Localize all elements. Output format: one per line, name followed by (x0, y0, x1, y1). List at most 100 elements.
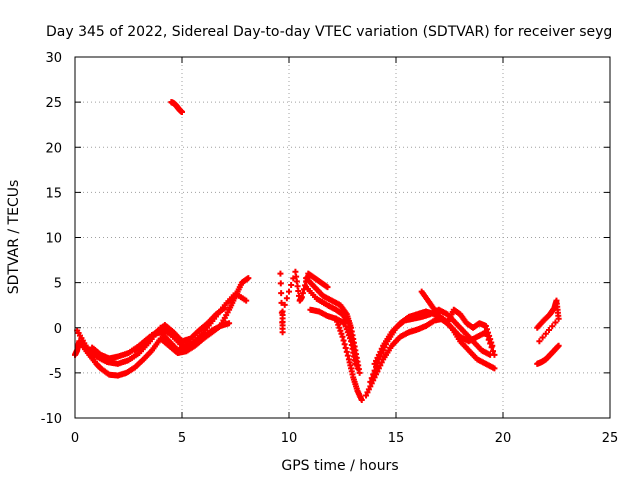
data-point (490, 348, 497, 355)
data-point (278, 290, 285, 297)
series-s10 (333, 315, 365, 403)
data-point (378, 345, 385, 352)
x-axis-title: GPS time / hours (281, 458, 398, 474)
y-tick-labels: -10 -5 0 5 10 15 20 25 30 (41, 51, 62, 427)
data-point (179, 109, 185, 116)
series-s15 (534, 342, 562, 367)
data-points (72, 99, 562, 403)
data-point (341, 320, 348, 327)
data-point (375, 351, 382, 358)
data-point (277, 280, 284, 287)
data-point (345, 332, 352, 339)
data-point (286, 288, 292, 295)
chart-title: Day 345 of 2022, Sidereal Day-to-day VTE… (46, 24, 612, 40)
y-axis-title: SDTVAR / TECUs (6, 180, 22, 295)
data-point (482, 322, 489, 329)
data-point (288, 282, 295, 289)
data-point (356, 369, 363, 376)
data-point (339, 333, 346, 340)
data-point (342, 323, 349, 330)
data-point (555, 315, 562, 322)
data-point (226, 320, 233, 327)
data-point (491, 365, 498, 372)
x-tick-label: 10 (281, 431, 298, 446)
x-tick-label: 25 (602, 431, 619, 446)
data-point (542, 330, 549, 337)
data-point (335, 321, 342, 328)
data-point (487, 336, 494, 343)
data-point (367, 378, 374, 385)
data-point (483, 326, 490, 333)
data-point (539, 334, 546, 341)
data-point (358, 396, 365, 403)
data-point (377, 348, 384, 355)
series-s14 (418, 288, 496, 349)
data-point (343, 348, 350, 355)
y-tick-label: 20 (45, 141, 62, 156)
series-s13 (371, 308, 498, 367)
data-point (336, 324, 343, 331)
data-point (555, 342, 562, 349)
data-point (365, 386, 372, 393)
data-point (343, 326, 350, 333)
data-point (243, 297, 250, 304)
data-point (363, 392, 370, 399)
data-point (333, 315, 340, 322)
data-point (552, 319, 559, 326)
series-s6 (277, 268, 331, 336)
data-point (371, 367, 378, 374)
data-point (364, 389, 371, 396)
y-tick-label: -5 (49, 367, 62, 382)
axis-ticks (74, 56, 611, 419)
series-s5 (168, 99, 185, 116)
data-point (298, 294, 305, 301)
data-point (281, 301, 288, 308)
data-point (546, 327, 553, 334)
series-s1 (72, 275, 252, 379)
data-point (245, 275, 252, 282)
data-point (491, 351, 498, 358)
y-tick-label: 25 (45, 96, 62, 111)
data-point (489, 342, 496, 349)
data-point (344, 352, 351, 359)
x-tick-labels: 0 5 10 15 20 25 (71, 431, 618, 446)
data-point (346, 335, 353, 342)
y-tick-label: 0 (54, 322, 62, 337)
y-tick-label: 5 (54, 277, 62, 292)
data-point (354, 365, 361, 372)
y-tick-label: 15 (45, 186, 62, 201)
x-tick-label: 5 (178, 431, 186, 446)
series-s16 (534, 297, 562, 345)
data-point (373, 363, 380, 370)
data-point (370, 371, 377, 378)
data-point (338, 330, 345, 337)
data-point (334, 318, 341, 325)
data-point (536, 338, 543, 345)
data-point (352, 360, 359, 367)
data-point (371, 360, 378, 367)
data-point (278, 299, 285, 306)
data-point (277, 270, 284, 277)
data-point (279, 308, 286, 315)
data-point (340, 337, 347, 344)
data-point (549, 323, 556, 330)
y-tick-label: 10 (45, 232, 62, 247)
y-tick-label: 30 (45, 51, 62, 66)
x-tick-label: 0 (71, 431, 79, 446)
data-point (341, 341, 348, 348)
data-point (488, 339, 495, 346)
data-point (344, 329, 351, 336)
data-point (342, 345, 349, 352)
grid-lines (75, 57, 610, 418)
data-point (374, 354, 381, 361)
data-point (324, 284, 331, 291)
data-point (221, 304, 228, 311)
data-point (283, 295, 290, 302)
data-point (337, 327, 344, 334)
y-tick-label: -10 (41, 412, 62, 427)
data-point (368, 375, 375, 382)
x-tick-label: 15 (388, 431, 405, 446)
x-tick-label: 20 (495, 431, 512, 446)
